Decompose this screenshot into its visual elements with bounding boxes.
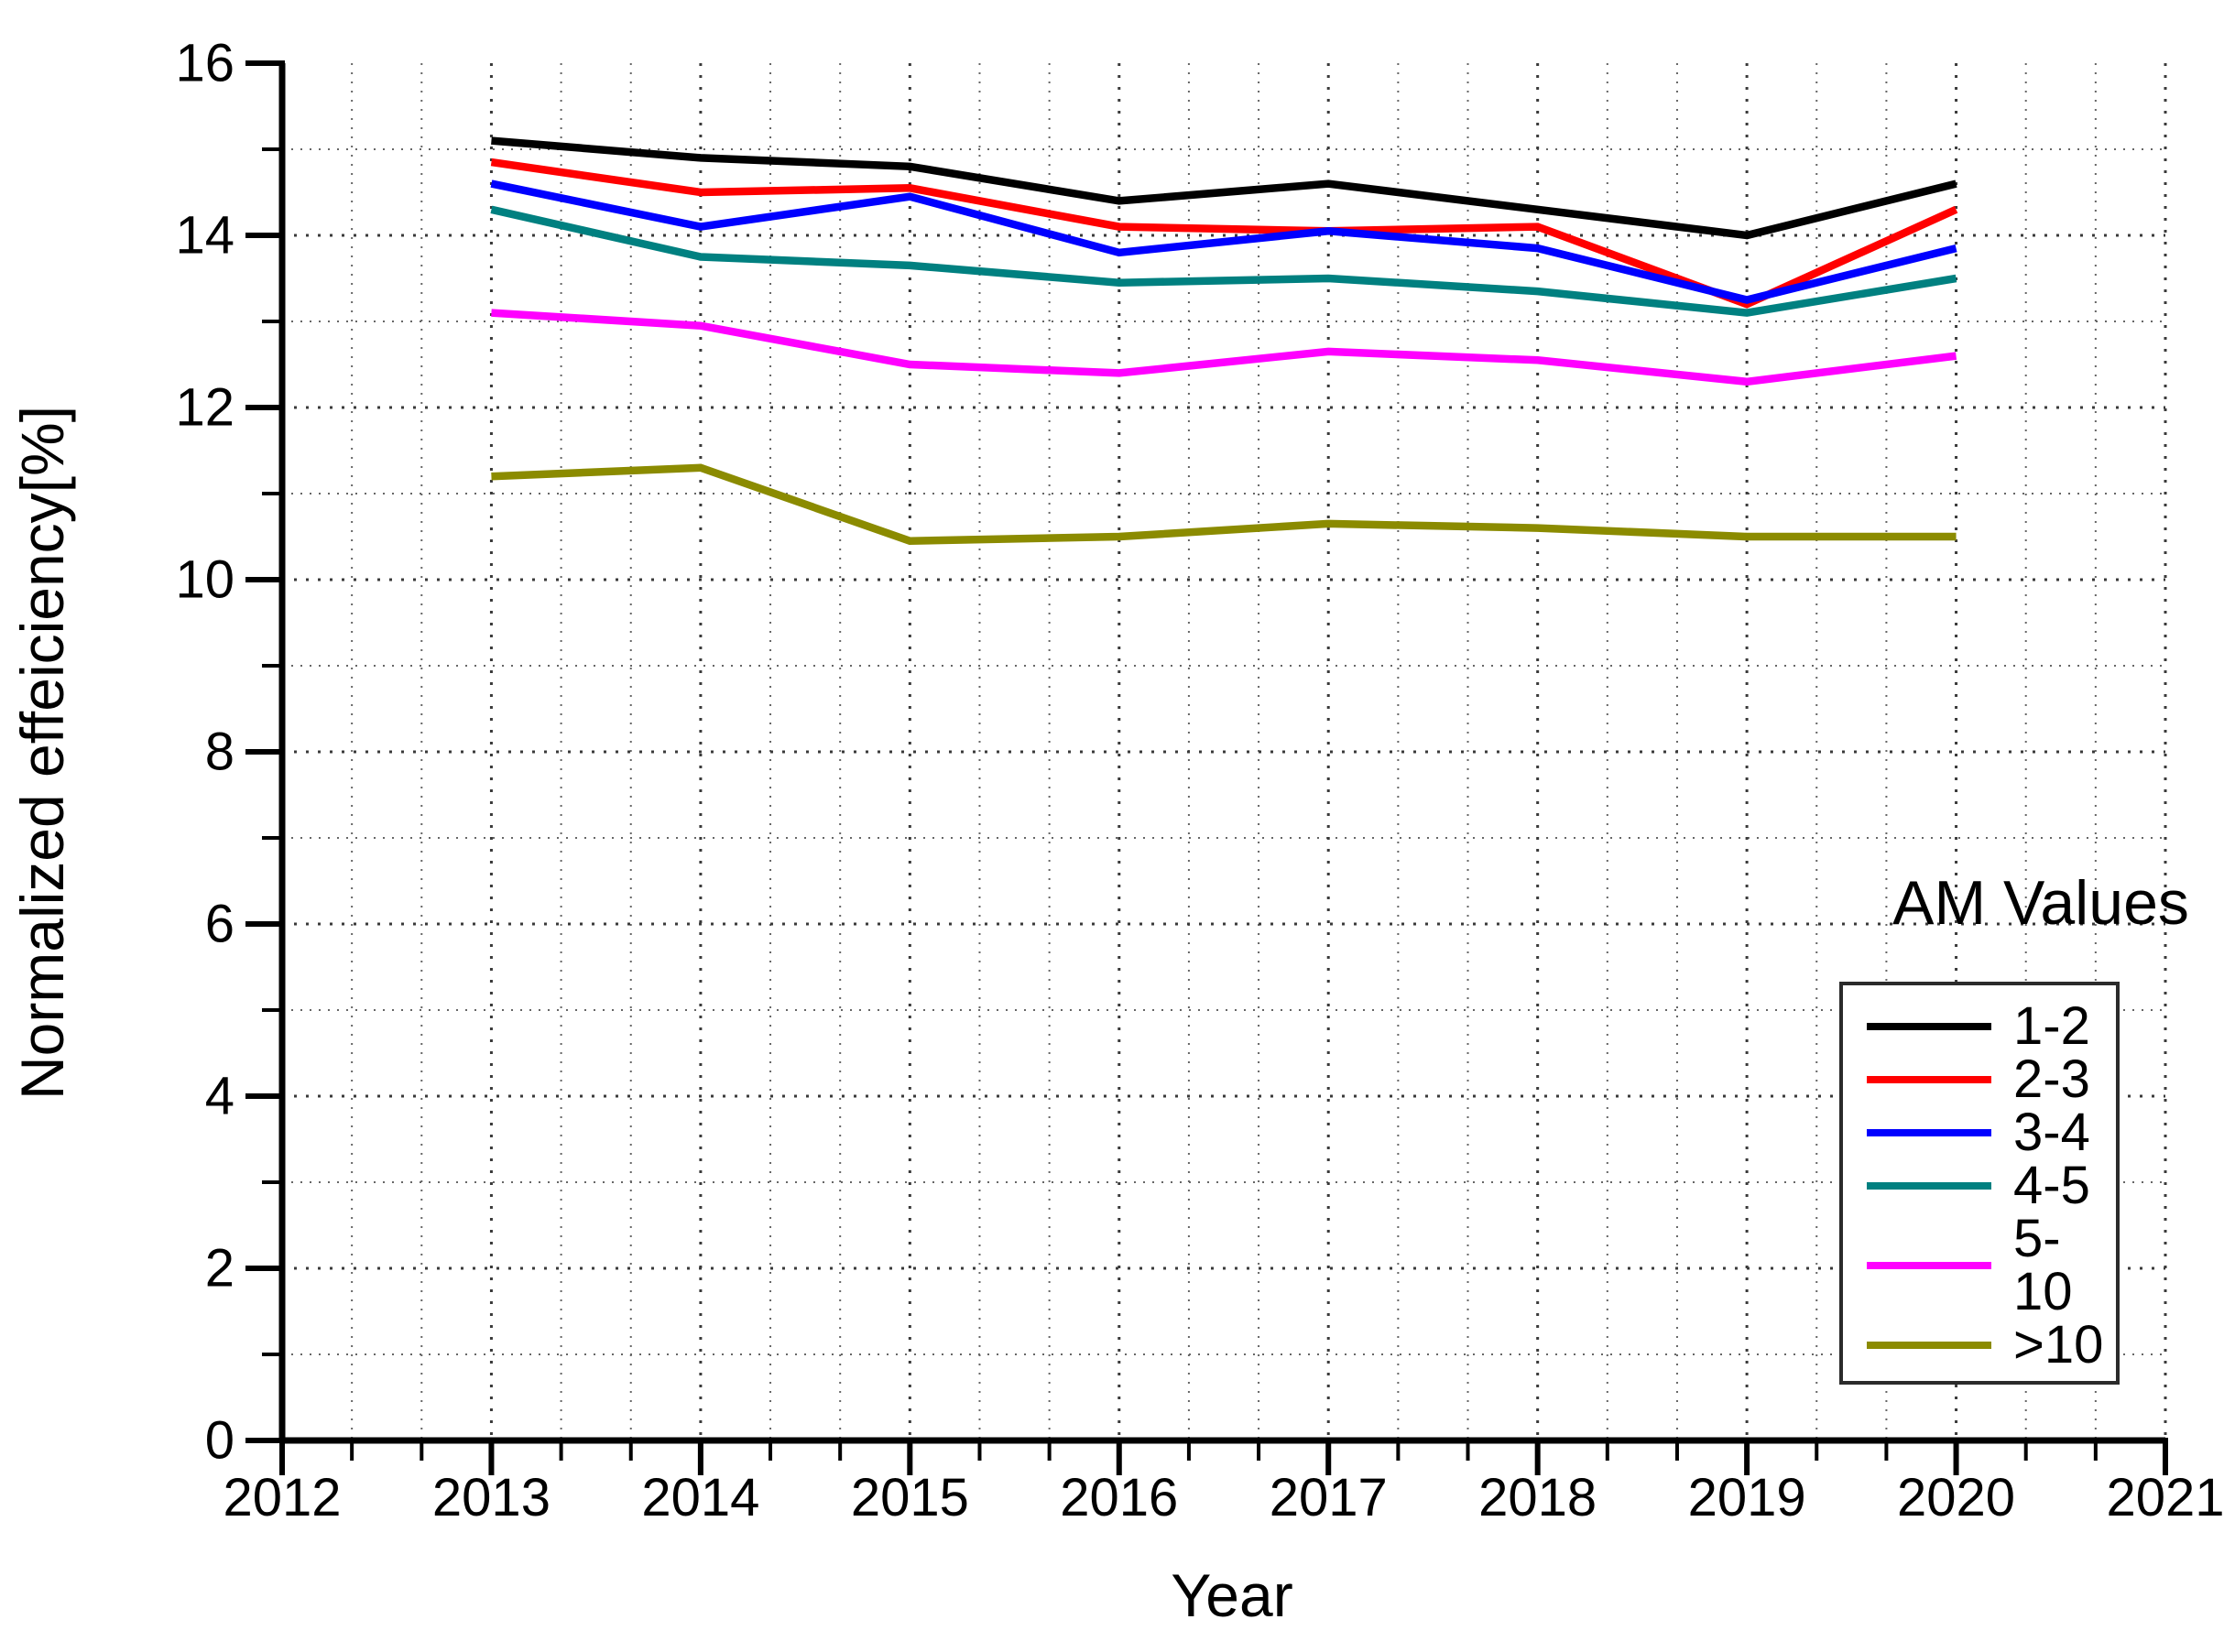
series-line-5-10 [491,309,1957,386]
series-line-4-5 [490,205,1957,317]
x-tick-label: 2017 [1270,1468,1388,1527]
legend-label: 5-10 [2013,1209,2073,1321]
y-tick-label: 2 [205,1239,234,1299]
x-tick-label: 2019 [1688,1468,1806,1527]
legend-line-sample [1867,1076,1991,1083]
tick-labels: 0 2 4 6 8 10 12 14 16 2012 2013 2014 2015 2016 2017 201… [175,34,2224,1528]
axis-ticks [245,60,2168,1475]
legend-label: 2-3 [2013,1049,2090,1109]
legend-line-sample [1867,1182,1991,1190]
x-tick-label: 2012 [223,1468,341,1527]
legend-label: 3-4 [2013,1103,2090,1162]
y-tick-label: 16 [175,34,234,93]
legend-line-sample [1867,1342,1991,1349]
y-tick-label: 6 [205,895,234,954]
y-tick-label: 10 [175,550,234,610]
legend-label: 1-2 [2013,996,2090,1056]
x-tick-label: 2013 [432,1468,551,1527]
x-tick-label: 2014 [641,1468,759,1527]
y-tick-label: 14 [175,206,234,266]
y-tick-label: 12 [175,378,234,438]
legend-item-1-2: 1-2 [1867,1000,2116,1053]
legend-item->10: >10 [1867,1319,2116,1372]
series-lines [490,136,1958,545]
legend-line-sample [1867,1023,1991,1030]
x-tick-label: 2015 [851,1468,969,1527]
legend-title: AM Values [1892,868,2189,938]
x-tick-label: 2021 [2106,1468,2224,1527]
x-axis-title: Year [1171,1561,1293,1629]
y-axis-title: Normalized effeiciency[%] [8,405,76,1101]
legend-item-2-3: 2-3 [1867,1053,2116,1106]
x-tick-label: 2016 [1060,1468,1178,1527]
legend-item-4-5: 4-5 [1867,1159,2116,1212]
legend-line-sample [1867,1262,1991,1269]
legend-box: 1-2 2-3 3-4 4-5 5-10 >10 [1839,982,2120,1385]
x-tick-label: 2018 [1478,1468,1597,1527]
y-tick-label: 8 [205,723,234,782]
series-line-1-2 [491,136,1957,240]
y-tick-label: 4 [205,1067,234,1126]
legend-label: >10 [2013,1315,2104,1375]
legend-item-3-4: 3-4 [1867,1106,2116,1159]
series-line->10 [491,463,1957,545]
legend-line-sample [1867,1129,1991,1136]
legend-label: 4-5 [2013,1156,2090,1215]
y-tick-label: 0 [205,1411,234,1471]
series-line-3-4 [490,179,1957,304]
x-tick-label: 2020 [1897,1468,2015,1527]
gridlines-major [282,63,2167,1440]
legend-item-5-10: 5-10 [1867,1212,2116,1319]
